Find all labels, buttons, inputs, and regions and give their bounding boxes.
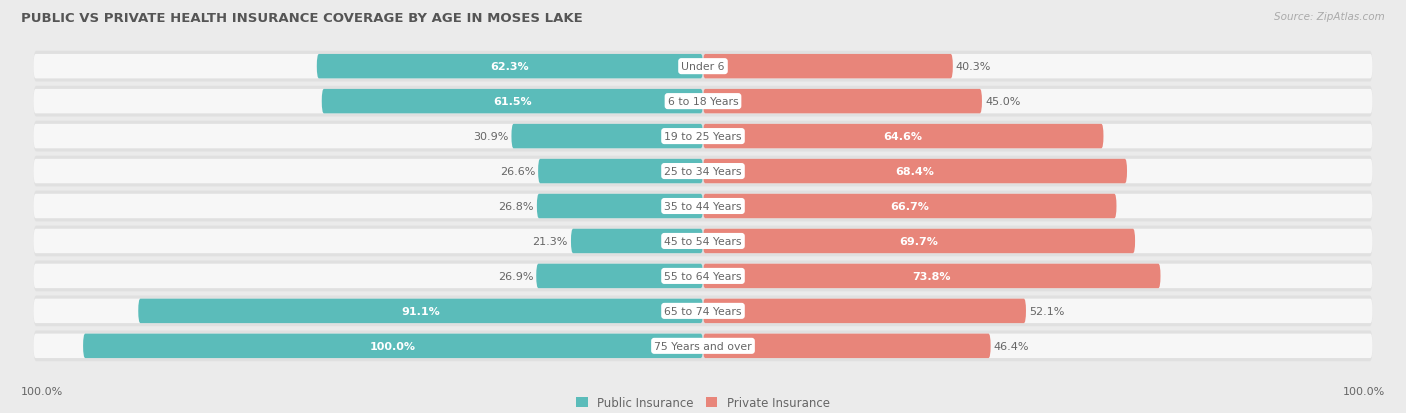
Text: 26.9%: 26.9%: [498, 271, 533, 281]
FancyBboxPatch shape: [571, 229, 703, 254]
Text: 69.7%: 69.7%: [900, 236, 938, 247]
Text: 91.1%: 91.1%: [401, 306, 440, 316]
FancyBboxPatch shape: [34, 55, 703, 79]
FancyBboxPatch shape: [703, 90, 1372, 114]
Text: 46.4%: 46.4%: [994, 341, 1029, 351]
FancyBboxPatch shape: [512, 125, 703, 149]
FancyBboxPatch shape: [703, 229, 1372, 254]
Text: 40.3%: 40.3%: [956, 62, 991, 72]
Text: 25 to 34 Years: 25 to 34 Years: [664, 166, 742, 177]
Text: 75 Years and over: 75 Years and over: [654, 341, 752, 351]
FancyBboxPatch shape: [703, 299, 1372, 323]
Text: 19 to 25 Years: 19 to 25 Years: [664, 132, 742, 142]
Text: 26.8%: 26.8%: [498, 202, 534, 211]
FancyBboxPatch shape: [316, 55, 703, 79]
FancyBboxPatch shape: [34, 229, 703, 254]
Text: 30.9%: 30.9%: [472, 132, 509, 142]
Text: Under 6: Under 6: [682, 62, 724, 72]
FancyBboxPatch shape: [34, 194, 703, 219]
Text: 65 to 74 Years: 65 to 74 Years: [664, 306, 742, 316]
FancyBboxPatch shape: [537, 194, 703, 219]
FancyBboxPatch shape: [703, 159, 1128, 184]
FancyBboxPatch shape: [34, 264, 703, 288]
FancyBboxPatch shape: [703, 125, 1372, 149]
FancyBboxPatch shape: [703, 194, 1116, 219]
FancyBboxPatch shape: [34, 159, 703, 184]
FancyBboxPatch shape: [536, 264, 703, 288]
Text: 100.0%: 100.0%: [1343, 387, 1385, 396]
Text: 45 to 54 Years: 45 to 54 Years: [664, 236, 742, 247]
FancyBboxPatch shape: [34, 52, 1372, 82]
FancyBboxPatch shape: [34, 191, 1372, 222]
Text: 62.3%: 62.3%: [491, 62, 529, 72]
Text: 61.5%: 61.5%: [494, 97, 531, 107]
Text: 26.6%: 26.6%: [499, 166, 536, 177]
Text: 35 to 44 Years: 35 to 44 Years: [664, 202, 742, 211]
FancyBboxPatch shape: [34, 90, 703, 114]
Legend: Public Insurance, Private Insurance: Public Insurance, Private Insurance: [571, 392, 835, 413]
FancyBboxPatch shape: [703, 264, 1160, 288]
Text: 64.6%: 64.6%: [884, 132, 922, 142]
FancyBboxPatch shape: [34, 87, 1372, 117]
FancyBboxPatch shape: [34, 331, 1372, 361]
FancyBboxPatch shape: [703, 55, 953, 79]
FancyBboxPatch shape: [703, 125, 1104, 149]
FancyBboxPatch shape: [703, 159, 1372, 184]
FancyBboxPatch shape: [34, 299, 703, 323]
Text: 6 to 18 Years: 6 to 18 Years: [668, 97, 738, 107]
FancyBboxPatch shape: [138, 299, 703, 323]
FancyBboxPatch shape: [34, 121, 1372, 152]
FancyBboxPatch shape: [703, 194, 1372, 219]
FancyBboxPatch shape: [34, 261, 1372, 292]
FancyBboxPatch shape: [703, 229, 1135, 254]
Text: 55 to 64 Years: 55 to 64 Years: [664, 271, 742, 281]
Text: 45.0%: 45.0%: [986, 97, 1021, 107]
FancyBboxPatch shape: [703, 55, 1372, 79]
FancyBboxPatch shape: [34, 156, 1372, 187]
FancyBboxPatch shape: [34, 296, 1372, 326]
FancyBboxPatch shape: [703, 334, 1372, 358]
FancyBboxPatch shape: [34, 125, 703, 149]
Text: PUBLIC VS PRIVATE HEALTH INSURANCE COVERAGE BY AGE IN MOSES LAKE: PUBLIC VS PRIVATE HEALTH INSURANCE COVER…: [21, 12, 583, 25]
Text: Source: ZipAtlas.com: Source: ZipAtlas.com: [1274, 12, 1385, 22]
FancyBboxPatch shape: [83, 334, 703, 358]
Text: 66.7%: 66.7%: [890, 202, 929, 211]
Text: 52.1%: 52.1%: [1029, 306, 1064, 316]
FancyBboxPatch shape: [34, 226, 1372, 257]
Text: 73.8%: 73.8%: [912, 271, 950, 281]
FancyBboxPatch shape: [34, 334, 703, 358]
FancyBboxPatch shape: [703, 299, 1026, 323]
FancyBboxPatch shape: [322, 90, 703, 114]
FancyBboxPatch shape: [703, 264, 1372, 288]
FancyBboxPatch shape: [703, 90, 981, 114]
FancyBboxPatch shape: [703, 334, 991, 358]
Text: 100.0%: 100.0%: [21, 387, 63, 396]
Text: 100.0%: 100.0%: [370, 341, 416, 351]
Text: 21.3%: 21.3%: [533, 236, 568, 247]
Text: 68.4%: 68.4%: [896, 166, 935, 177]
FancyBboxPatch shape: [538, 159, 703, 184]
